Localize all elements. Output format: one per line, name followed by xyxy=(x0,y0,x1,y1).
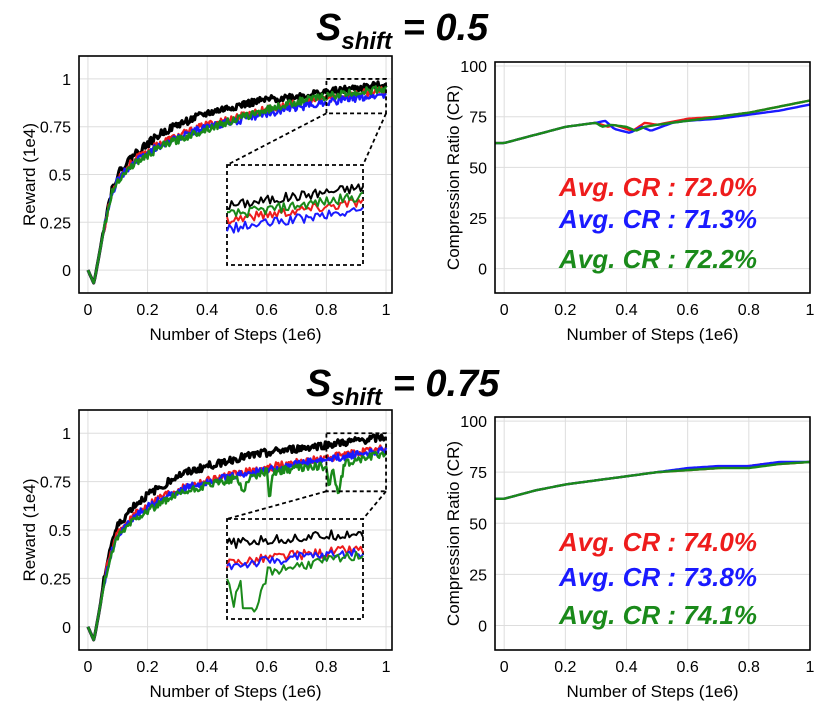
y-tick-label: 75 xyxy=(469,465,487,482)
series-line-black xyxy=(86,433,387,642)
y-tick-label: 1 xyxy=(62,426,71,443)
y-tick-label: 0.25 xyxy=(40,571,71,588)
y-axis-label: Reward (1e4) xyxy=(20,479,39,582)
x-tick-label: 1 xyxy=(806,302,815,319)
y-axis-label: Compression Ratio (CR) xyxy=(444,441,463,626)
row2-title: Sshift = 0.75 xyxy=(306,363,500,411)
zoom-connector xyxy=(362,112,387,166)
avg-cr-label-red: Avg. CR : 74.0% xyxy=(558,527,757,557)
x-tick-label: 0.6 xyxy=(677,659,699,676)
x-tick-label: 0 xyxy=(83,659,92,676)
inset-line-green xyxy=(226,551,364,613)
series-line-green xyxy=(495,460,810,500)
plot-frame xyxy=(494,416,811,651)
x-tick-label: 0 xyxy=(500,302,509,319)
avg-cr-label-red: Avg. CR : 72.0% xyxy=(558,172,757,202)
y-axis-label: Compression Ratio (CR) xyxy=(444,85,463,270)
row1-reward-chart: 0 0.2 0.4 0.6 0.8 1 0 0.25 0.5 0.75 1 Number of Ste… xyxy=(20,55,393,344)
series-group xyxy=(86,80,388,285)
x-tick-label: 0 xyxy=(500,659,509,676)
series-line-blue xyxy=(495,460,810,500)
x-axis-label: Number of Steps (1e6) xyxy=(567,682,739,701)
inset-line-blue xyxy=(226,206,364,234)
y-tick-label: 100 xyxy=(460,414,487,431)
x-tick-label: 0.4 xyxy=(196,659,218,676)
y-tick-label: 0.75 xyxy=(40,475,71,492)
zoom-region-box xyxy=(325,78,387,115)
series-group xyxy=(495,99,810,145)
x-tick-label: 0 xyxy=(83,302,92,319)
zoom-connector xyxy=(226,112,327,166)
inset-series xyxy=(226,183,364,234)
x-tick-label: 0.2 xyxy=(136,659,158,676)
y-tick-label: 75 xyxy=(469,110,487,127)
y-tick-label: 50 xyxy=(469,160,487,177)
x-tick-label: 0.2 xyxy=(136,302,158,319)
inset-line-blue xyxy=(226,547,364,571)
x-tick-label: 1 xyxy=(382,302,391,319)
y-axis-label: Reward (1e4) xyxy=(20,123,39,226)
x-tick-label: 1 xyxy=(382,659,391,676)
inset-series xyxy=(226,529,364,613)
inset-box xyxy=(226,518,364,620)
x-axis-label: Number of Steps (1e6) xyxy=(150,325,322,344)
series-line-green xyxy=(86,85,388,285)
y-tick-label: 25 xyxy=(469,211,487,228)
avg-cr-label-green: Avg. CR : 72.2% xyxy=(558,244,757,274)
x-tick-label: 0.2 xyxy=(554,302,576,319)
x-tick-label: 0.2 xyxy=(554,659,576,676)
zoom-connector xyxy=(226,490,327,520)
series-line-red xyxy=(495,99,810,145)
y-tick-label: 0.5 xyxy=(49,523,71,540)
x-tick-label: 0.6 xyxy=(256,302,278,319)
zoom-connector xyxy=(362,490,387,520)
y-tick-label: 0 xyxy=(62,263,71,280)
x-tick-label: 0.8 xyxy=(738,659,760,676)
y-tick-label: 100 xyxy=(460,59,487,76)
x-tick-label: 0.4 xyxy=(615,659,637,676)
x-tick-label: 0.8 xyxy=(315,659,337,676)
x-tick-label: 0.6 xyxy=(256,659,278,676)
row2-reward-chart: 0 0.2 0.4 0.6 0.8 1 0 0.25 0.5 0.75 1 Number of Ste… xyxy=(20,409,393,701)
inset-box xyxy=(226,164,364,266)
inset-line-black xyxy=(226,529,364,549)
avg-cr-label-blue: Avg. CR : 71.3% xyxy=(558,204,757,234)
zoom-region-box xyxy=(325,432,387,493)
plot-frame xyxy=(494,61,811,294)
series-line-black xyxy=(86,80,388,285)
x-axis-label: Number of Steps (1e6) xyxy=(150,682,322,701)
y-tick-label: 0.25 xyxy=(40,215,71,232)
x-tick-label: 0.4 xyxy=(615,302,637,319)
x-axis-label: Number of Steps (1e6) xyxy=(567,325,739,344)
y-tick-label: 50 xyxy=(469,516,487,533)
plot-frame xyxy=(78,409,393,651)
y-tick-label: 1 xyxy=(62,72,71,89)
inset-line-black xyxy=(226,183,364,210)
series-line-green xyxy=(495,99,810,145)
series-line-green xyxy=(86,450,387,641)
x-tick-label: 0.4 xyxy=(196,302,218,319)
x-tick-label: 0.8 xyxy=(315,302,337,319)
y-tick-label: 0.75 xyxy=(40,120,71,137)
series-group xyxy=(495,460,810,500)
x-tick-label: 1 xyxy=(806,659,815,676)
avg-cr-label-green: Avg. CR : 74.1% xyxy=(558,600,757,630)
y-tick-label: 25 xyxy=(469,567,487,584)
avg-cr-label-blue: Avg. CR : 73.8% xyxy=(558,562,757,592)
y-tick-label: 0.5 xyxy=(49,168,71,185)
inset-line-green xyxy=(226,191,364,219)
x-tick-label: 0.8 xyxy=(738,302,760,319)
series-line-red xyxy=(495,460,810,500)
row1-title: Sshift = 0.5 xyxy=(316,7,489,55)
x-tick-label: 0.6 xyxy=(677,302,699,319)
y-tick-label: 0 xyxy=(478,262,487,279)
series-group xyxy=(86,433,388,642)
row2-compression-ratio-chart: 0 0.2 0.4 0.6 0.8 1 0 25 50 75 100 Number of Steps … xyxy=(444,414,815,701)
y-tick-label: 0 xyxy=(478,618,487,635)
plot-frame xyxy=(78,55,393,294)
row1-compression-ratio-chart: 0 0.2 0.4 0.6 0.8 1 0 25 50 75 100 Number of Steps … xyxy=(444,59,815,344)
y-tick-label: 0 xyxy=(62,620,71,637)
inset-line-red xyxy=(226,198,364,226)
